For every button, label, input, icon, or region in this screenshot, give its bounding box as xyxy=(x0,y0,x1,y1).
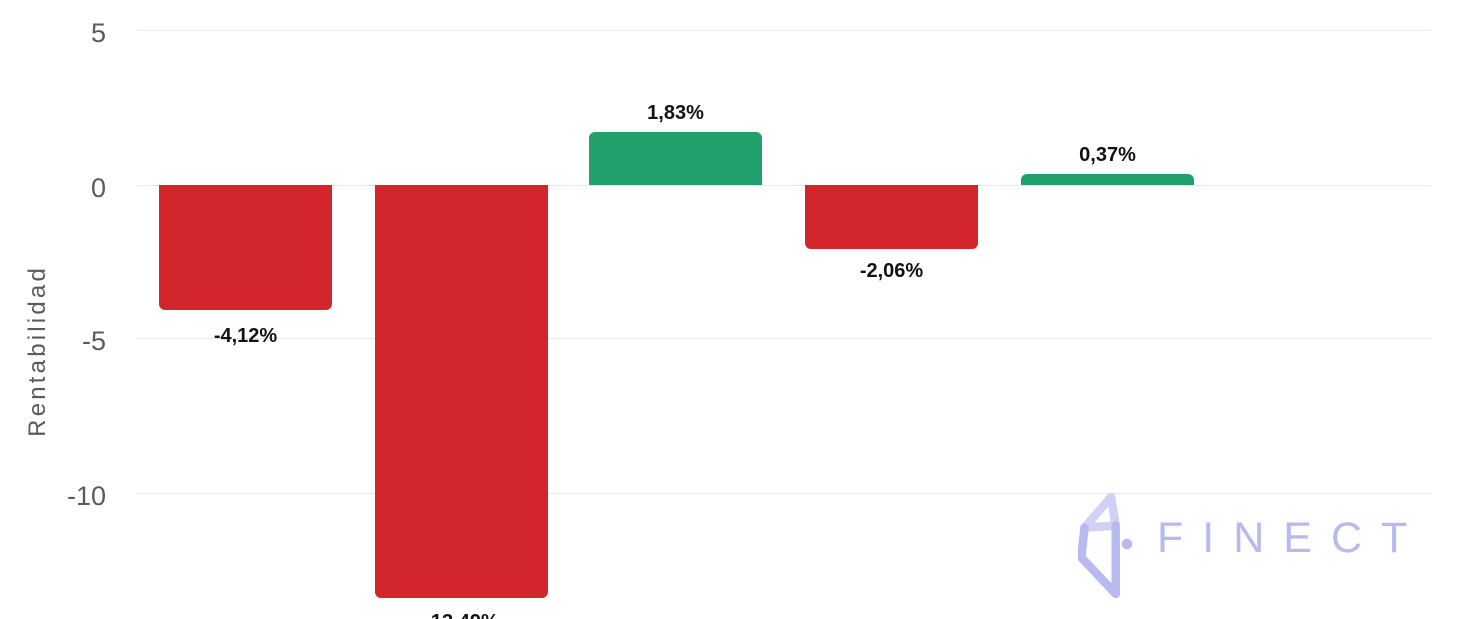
svg-text:FINECT: FINECT xyxy=(1157,514,1426,562)
